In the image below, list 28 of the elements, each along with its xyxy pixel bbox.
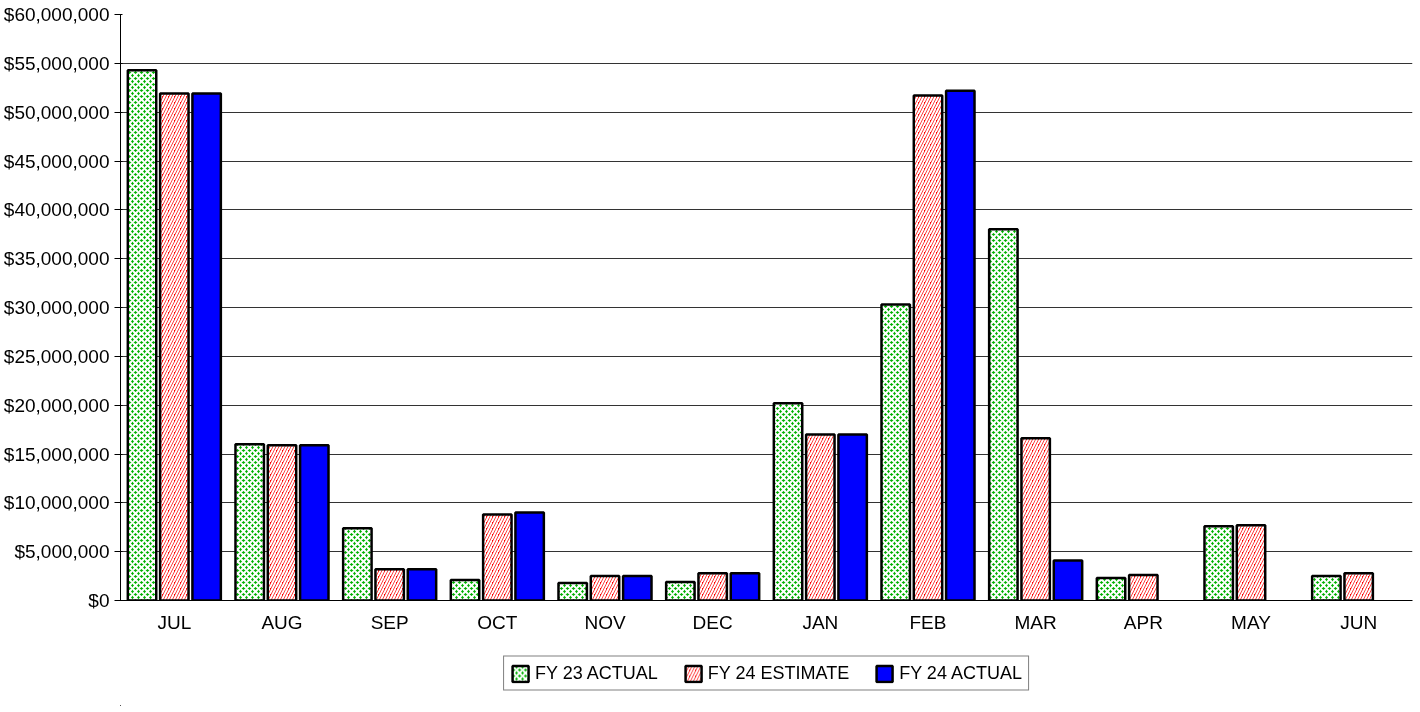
y-tick-label: $25,000,000	[3, 345, 110, 367]
legend-label: FY 24 ACTUAL	[899, 662, 1022, 684]
y-tick-label: $50,000,000	[3, 101, 110, 123]
y-tick-label: $35,000,000	[3, 248, 110, 270]
x-tick-label: MAY	[1231, 611, 1272, 633]
x-tick-label: APR	[1123, 611, 1163, 633]
y-tick-label: $30,000,000	[3, 297, 110, 318]
y-tick-label: $55,000,000	[3, 52, 110, 74]
x-tick-label: JAN	[802, 611, 839, 633]
legend-label: FY 23 ACTUAL	[535, 662, 658, 684]
x-tick-label: AUG	[261, 611, 303, 633]
y-tick-label: $0	[88, 590, 110, 611]
y-tick-label: $15,000,000	[3, 443, 110, 465]
x-tick-label: MAR	[1014, 611, 1057, 633]
x-tick-label: JUL	[157, 611, 192, 633]
x-tick-label: JUN	[1340, 611, 1378, 633]
legend-label: FY 24 ESTIMATE	[707, 662, 850, 684]
y-tick-label: $5,000,000	[14, 541, 110, 563]
y-tick-label: $10,000,000	[3, 492, 110, 514]
y-tick-label: $20,000,000	[3, 394, 110, 416]
x-tick-label: FEB	[909, 611, 947, 633]
x-tick-label: NOV	[584, 611, 626, 633]
x-tick-label: DEC	[692, 611, 733, 633]
y-tick-label: $40,000,000	[3, 199, 110, 221]
y-tick-label: $45,000,000	[3, 150, 110, 172]
x-tick-label: OCT	[477, 611, 518, 633]
x-tick-label: SEP	[370, 611, 409, 633]
y-tick-label: $60,000,000	[3, 4, 110, 25]
